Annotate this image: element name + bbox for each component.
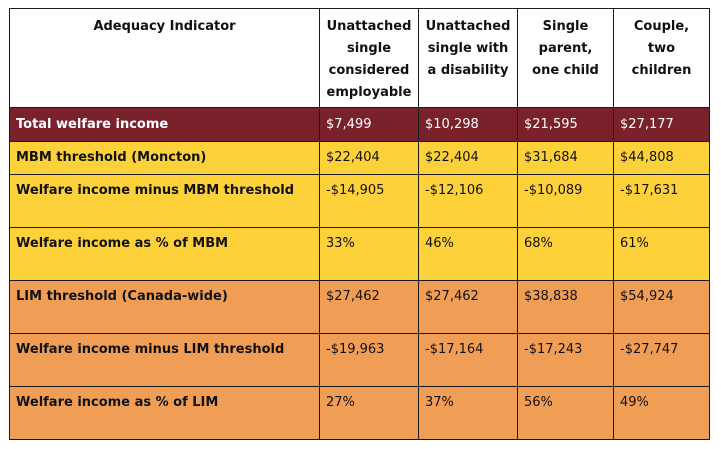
cell-value: $27,177	[613, 107, 710, 142]
header-single-parent: Single parent, one child	[517, 8, 614, 108]
cell-value: -$19,963	[319, 333, 419, 387]
row-label: LIM threshold (Canada-wide)	[9, 280, 320, 334]
cell-value: $10,298	[418, 107, 518, 142]
table-row: MBM threshold (Moncton) $22,404 $22,404 …	[9, 141, 710, 175]
cell-value: $38,838	[517, 280, 614, 334]
cell-value: 56%	[517, 386, 614, 440]
cell-value: $27,462	[319, 280, 419, 334]
cell-value: 33%	[319, 227, 419, 281]
table-row: Welfare income minus MBM threshold -$14,…	[9, 174, 710, 228]
cell-value: -$27,747	[613, 333, 710, 387]
header-adequacy-indicator: Adequacy Indicator	[9, 8, 320, 108]
table-row: Welfare income as % of LIM 27% 37% 56% 4…	[9, 386, 710, 440]
cell-value: -$17,164	[418, 333, 518, 387]
table-row: Total welfare income $7,499 $10,298 $21,…	[9, 107, 710, 142]
cell-value: 61%	[613, 227, 710, 281]
cell-value: 68%	[517, 227, 614, 281]
cell-value: -$17,631	[613, 174, 710, 228]
cell-value: -$10,089	[517, 174, 614, 228]
header-row: Adequacy Indicator Unattached single con…	[9, 8, 710, 108]
header-unattached-employable: Unattached single considered employable	[319, 8, 419, 108]
cell-value: 46%	[418, 227, 518, 281]
cell-value: $22,404	[418, 141, 518, 175]
cell-value: -$17,243	[517, 333, 614, 387]
cell-value: $31,684	[517, 141, 614, 175]
row-label: Total welfare income	[9, 107, 320, 142]
table-row: Welfare income minus LIM threshold -$19,…	[9, 333, 710, 387]
adequacy-table: Adequacy Indicator Unattached single con…	[9, 8, 710, 440]
cell-value: $44,808	[613, 141, 710, 175]
row-label: Welfare income as % of LIM	[9, 386, 320, 440]
row-label: MBM threshold (Moncton)	[9, 141, 320, 175]
row-label: Welfare income as % of MBM	[9, 227, 320, 281]
cell-value: $27,462	[418, 280, 518, 334]
cell-value: 37%	[418, 386, 518, 440]
table-row: Welfare income as % of MBM 33% 46% 68% 6…	[9, 227, 710, 281]
header-couple-two-children: Couple, two children	[613, 8, 710, 108]
cell-value: -$12,106	[418, 174, 518, 228]
cell-value: $54,924	[613, 280, 710, 334]
table-row: LIM threshold (Canada-wide) $27,462 $27,…	[9, 280, 710, 334]
cell-value: 27%	[319, 386, 419, 440]
cell-value: $21,595	[517, 107, 614, 142]
header-unattached-disability: Unattached single with a disability	[418, 8, 518, 108]
cell-value: $22,404	[319, 141, 419, 175]
adequacy-table-container: Adequacy Indicator Unattached single con…	[9, 8, 710, 440]
cell-value: -$14,905	[319, 174, 419, 228]
row-label: Welfare income minus MBM threshold	[9, 174, 320, 228]
cell-value: $7,499	[319, 107, 419, 142]
cell-value: 49%	[613, 386, 710, 440]
row-label: Welfare income minus LIM threshold	[9, 333, 320, 387]
